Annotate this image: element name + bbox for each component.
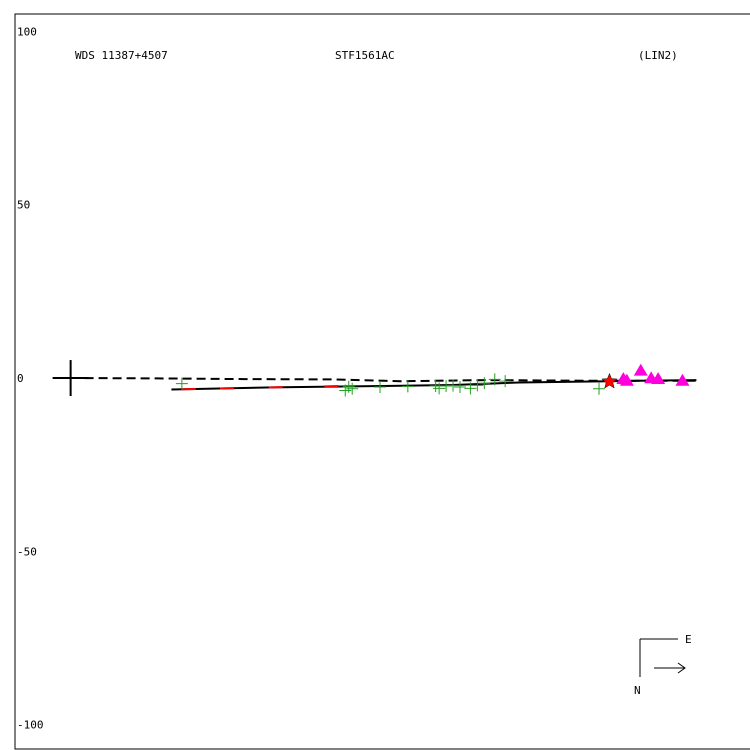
first-observation-star bbox=[601, 372, 618, 389]
speckle-observation-point bbox=[675, 373, 690, 386]
compass-rose: E N bbox=[634, 633, 692, 697]
motion-arrow-head bbox=[677, 662, 686, 674]
y-tick-label: -50 bbox=[17, 545, 37, 558]
micrometer-observation-point bbox=[453, 381, 466, 394]
micrometer-observation-point bbox=[433, 382, 446, 395]
micrometer-observation-point bbox=[593, 382, 606, 395]
micrometer-observation-point bbox=[374, 381, 387, 394]
speckle-observation-point bbox=[633, 363, 648, 376]
residual-segments bbox=[181, 385, 339, 391]
pair-name-label: STF1561AC bbox=[335, 49, 395, 62]
micrometer-observation-point bbox=[471, 379, 484, 392]
y-axis-tick-labels: 100 50 0 -50 -100 bbox=[17, 25, 44, 731]
speckle-observation-point bbox=[619, 373, 634, 386]
speckle-observation-point bbox=[651, 372, 666, 384]
y-tick-label: 100 bbox=[17, 25, 37, 38]
primary-star-marker bbox=[52, 360, 89, 397]
micrometer-observation-point bbox=[346, 382, 359, 395]
y-tick-label: 0 bbox=[17, 372, 24, 385]
micrometer-observation-point bbox=[499, 375, 512, 388]
compass-east-label: E bbox=[685, 633, 692, 646]
micrometer-observation-point bbox=[175, 377, 188, 390]
compass-north-label: N bbox=[634, 684, 641, 697]
plot-frame bbox=[14, 13, 750, 750]
star-id-label: WDS 11387+4507 bbox=[75, 49, 168, 62]
observation-markers bbox=[175, 363, 690, 397]
y-tick-label: 50 bbox=[17, 199, 30, 212]
y-tick-label: -100 bbox=[17, 719, 44, 732]
micrometer-observation-point bbox=[478, 377, 491, 390]
micrometer-observation-point bbox=[401, 380, 414, 393]
fit-code-label: (LIN2) bbox=[638, 49, 678, 62]
micrometer-observation-point bbox=[464, 382, 477, 395]
micrometer-observation-point bbox=[488, 373, 501, 386]
micrometer-observation-point bbox=[447, 379, 460, 392]
micrometer-observation-point bbox=[339, 384, 352, 397]
micrometer-observation-point bbox=[429, 380, 442, 393]
